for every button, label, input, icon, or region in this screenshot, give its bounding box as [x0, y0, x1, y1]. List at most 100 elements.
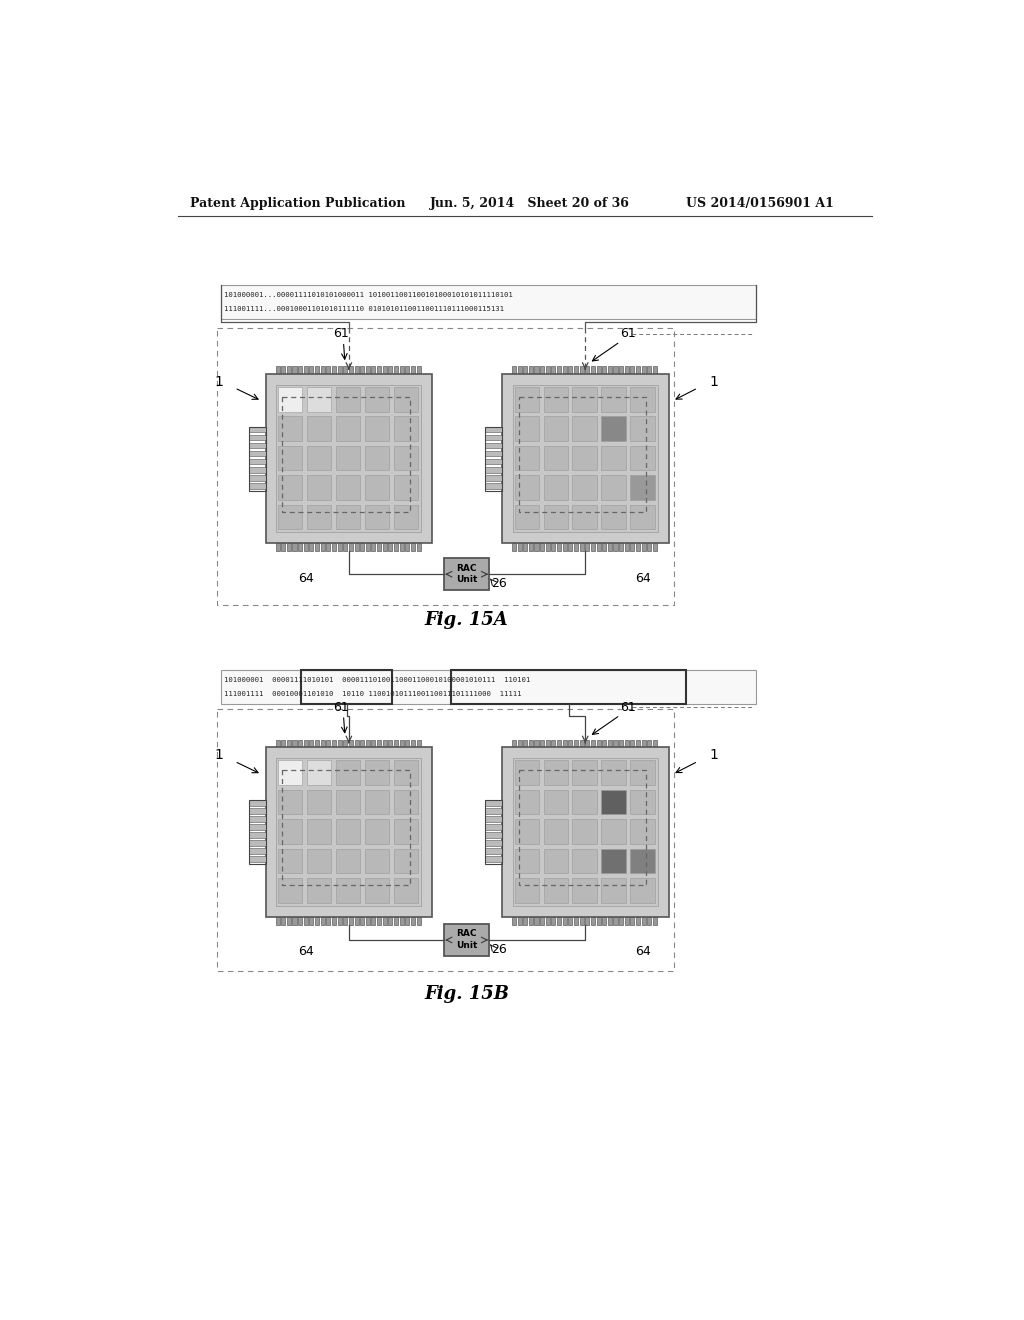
Bar	[279, 387, 302, 412]
Bar	[315, 739, 319, 747]
Bar	[568, 739, 572, 747]
Bar	[366, 446, 389, 470]
Bar	[613, 544, 617, 552]
Text: 61: 61	[620, 701, 636, 714]
Bar	[307, 789, 332, 814]
Bar	[512, 544, 516, 552]
Bar	[293, 367, 297, 374]
Bar	[360, 367, 365, 374]
Bar	[535, 544, 539, 552]
Bar	[338, 367, 342, 374]
Bar	[485, 450, 502, 457]
Bar	[517, 544, 521, 552]
Bar	[546, 544, 550, 552]
Bar	[514, 504, 539, 529]
Bar	[601, 416, 626, 441]
Bar	[485, 832, 502, 838]
Bar	[336, 504, 360, 529]
Text: 1: 1	[215, 375, 223, 388]
Bar	[394, 504, 419, 529]
Bar	[602, 367, 606, 374]
Text: 1: 1	[709, 748, 718, 762]
Bar	[307, 387, 332, 412]
Bar	[535, 739, 539, 747]
Bar	[301, 671, 392, 705]
Bar	[411, 367, 415, 374]
Bar	[279, 878, 302, 903]
Bar	[551, 739, 555, 747]
Bar	[485, 800, 502, 805]
Bar	[304, 367, 308, 374]
Bar	[366, 475, 389, 500]
Bar	[636, 544, 640, 552]
Bar	[485, 475, 502, 480]
Bar	[631, 475, 654, 500]
Bar	[354, 367, 358, 374]
Bar	[388, 739, 392, 747]
Bar	[249, 450, 265, 457]
Bar	[636, 917, 640, 924]
Bar	[332, 739, 336, 747]
Bar	[279, 446, 302, 470]
Text: RAC: RAC	[457, 564, 477, 573]
Bar	[512, 367, 516, 374]
Bar	[580, 367, 584, 374]
Bar	[249, 434, 265, 441]
Bar	[518, 771, 646, 886]
Bar	[517, 739, 521, 747]
Text: 1: 1	[215, 748, 223, 762]
Bar	[563, 917, 566, 924]
Bar	[608, 367, 612, 374]
Bar	[613, 739, 617, 747]
Bar	[444, 924, 489, 956]
Bar	[572, 475, 597, 500]
Bar	[485, 442, 502, 449]
Bar	[249, 483, 265, 488]
Bar	[279, 760, 302, 785]
Bar	[631, 544, 635, 552]
Bar	[279, 789, 302, 814]
Bar	[597, 739, 601, 747]
Bar	[399, 367, 403, 374]
Bar	[451, 671, 686, 705]
Text: Fig. 15B: Fig. 15B	[424, 985, 509, 1003]
Bar	[485, 426, 502, 433]
Bar	[282, 367, 286, 374]
Bar	[544, 475, 568, 500]
Bar	[293, 739, 297, 747]
Bar	[485, 816, 502, 822]
Bar	[528, 367, 532, 374]
Bar	[275, 917, 280, 924]
Text: 101000001...00001111010101000011 101001100110010100010101011110101: 101000001...00001111010101000011 1010011…	[224, 293, 513, 298]
Bar	[653, 367, 657, 374]
Bar	[568, 917, 572, 924]
Bar	[383, 367, 387, 374]
Bar	[625, 917, 629, 924]
Bar	[512, 739, 516, 747]
Bar	[336, 416, 360, 441]
Bar	[366, 416, 389, 441]
Bar	[343, 917, 347, 924]
Bar	[377, 739, 381, 747]
Bar	[287, 367, 291, 374]
Bar	[417, 917, 421, 924]
Bar	[572, 820, 597, 843]
Bar	[591, 917, 595, 924]
Bar	[309, 544, 313, 552]
Bar	[580, 917, 584, 924]
Bar	[321, 917, 325, 924]
Bar	[383, 917, 387, 924]
Bar	[572, 387, 597, 412]
Bar	[276, 759, 421, 906]
Bar	[631, 820, 654, 843]
Bar	[354, 739, 358, 747]
Bar	[321, 544, 325, 552]
Bar	[411, 739, 415, 747]
Bar	[597, 544, 601, 552]
Bar	[557, 367, 561, 374]
Text: 101000001  00001111010101  00001110100110001100010100001010111  110101: 101000001 00001111010101 000011101001100…	[224, 677, 530, 684]
Bar	[366, 849, 389, 874]
Bar	[283, 397, 410, 512]
Bar	[279, 849, 302, 874]
Text: 61: 61	[620, 327, 636, 341]
